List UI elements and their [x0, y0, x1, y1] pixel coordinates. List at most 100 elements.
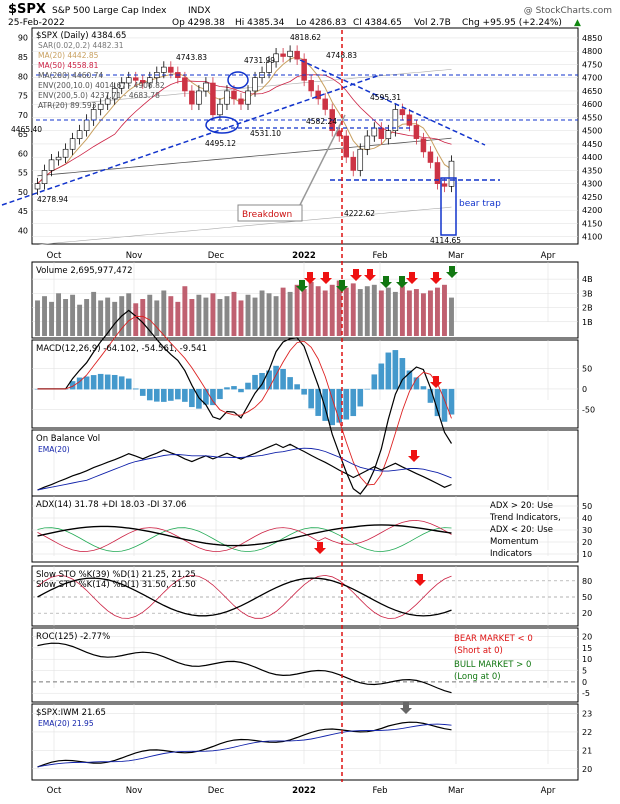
roc-bear-1: (Short at 0) [454, 646, 503, 656]
volume-bar [322, 290, 328, 336]
macd-histogram-bar [153, 388, 160, 402]
green-arrow-icon [446, 266, 458, 278]
macd-histogram-bar [350, 388, 357, 417]
volume-bar [238, 300, 244, 336]
volume-bar [427, 290, 433, 336]
red-arrow-icon [414, 574, 426, 586]
volume-bar [364, 286, 370, 336]
macd-histogram-bar [245, 382, 251, 390]
volume-bar [140, 299, 146, 336]
red-arrow-icon [320, 272, 332, 284]
price-legend-6: ENV(200,5.0) 4237.71 - 4683.78 [38, 91, 160, 100]
x-label-month: Mar [448, 251, 465, 261]
price-tick-right: 4250 [582, 193, 602, 202]
volume-tick: 3B [582, 289, 593, 298]
price-tick-left: 55 [18, 169, 28, 178]
minus-di-line [37, 519, 452, 552]
volume-bar [77, 304, 83, 336]
macd-histogram-bar [378, 363, 385, 390]
x-label-month: Dec [208, 786, 225, 796]
red-arrow-icon [350, 269, 362, 281]
volume-bar [406, 290, 412, 336]
macd-histogram-bar [371, 374, 378, 390]
volume-bar [420, 293, 426, 336]
macd-histogram-bar [118, 376, 125, 390]
candle-body [48, 159, 55, 171]
macd-histogram-bar [420, 386, 427, 390]
price-label-8: 4582.24 [306, 117, 337, 126]
roc-bull-0: BULL MARKET > 0 [454, 660, 531, 670]
header-low: Lo 4286.83 [296, 18, 346, 28]
price-point-labels: 4278.94 4465.40 4743.83 4731.99 4818.62 … [11, 33, 461, 245]
volume-bar [161, 290, 167, 336]
volume-bar [252, 297, 258, 336]
panel-frames [31, 27, 579, 781]
macd-histogram-bar [336, 388, 343, 423]
header-watermark: @ StockCharts.com [524, 6, 612, 16]
candle-body [203, 82, 209, 92]
volume-bar [154, 300, 160, 336]
candle-body [357, 148, 364, 171]
price-label-0: 4278.94 [37, 195, 68, 204]
macd-histogram-bar [259, 372, 265, 390]
price-tick-right: 4800 [582, 47, 602, 56]
header-change: Chg +95.95 (+2.24%) [462, 18, 562, 28]
volume-tick: 4B [582, 275, 593, 284]
candle-body [238, 98, 244, 105]
price-tick-left: 75 [18, 92, 28, 101]
volume-bar [245, 294, 251, 336]
macd-histogram-bar [196, 388, 202, 409]
roc-tick: 5 [582, 667, 587, 676]
price-tick-left: 65 [18, 130, 28, 139]
ratio-layer [37, 721, 452, 768]
green-arrow-icon [380, 276, 392, 288]
sto-title-2: Slow STO %K(14) %D(1) 31.50, 31.50 [36, 580, 196, 590]
macd-histogram-bar [392, 350, 399, 390]
sto-tick: 20 [582, 609, 592, 618]
ratio-legend: EMA(20) 21.95 [38, 719, 94, 728]
volume-bar [315, 286, 321, 336]
candle-body [301, 58, 307, 81]
volume-bar [273, 296, 279, 336]
red-arrow-icon [314, 542, 326, 554]
roc-panel [31, 627, 579, 703]
red-arrow-icon [430, 376, 442, 388]
price-label-2: 4743.83 [176, 53, 207, 62]
macd-histogram-bar [399, 358, 406, 390]
candle-body [104, 98, 111, 105]
volume-bar [70, 294, 76, 336]
candle-body [76, 130, 83, 139]
adx-tick: 20 [582, 538, 592, 547]
candle-body [217, 103, 223, 116]
adx-line [37, 524, 452, 547]
volume-bar [301, 289, 307, 336]
candle-body [385, 130, 392, 139]
adx-layer [37, 519, 452, 553]
volume-bar [378, 290, 384, 336]
rising-trendline [1, 74, 381, 206]
volume-bar [329, 284, 335, 336]
volume-bar [392, 291, 398, 336]
price-tick-left: 85 [18, 53, 28, 62]
plus-di-line [37, 527, 452, 553]
candle-body [147, 77, 153, 84]
price-tick-right: 4350 [582, 166, 602, 175]
macd-signal-line [37, 315, 452, 486]
macd-histogram-bar [161, 388, 167, 402]
macd-line [37, 309, 453, 495]
macd-histogram-bar [182, 388, 188, 402]
macd-histogram-bar [111, 374, 118, 390]
adx-note-0: ADX > 20: Use [490, 501, 553, 511]
signal-arrows [296, 266, 458, 714]
macd-histogram-bar [231, 386, 237, 390]
volume-bar [35, 300, 40, 336]
candle-body [34, 183, 41, 190]
price-legend-1: SAR(0.02,0.2) 4482.31 [38, 41, 124, 50]
volume-layer [35, 280, 454, 336]
x-axis-labels: Oct Oct Nov Nov Dec Dec 2022 2022 Feb Feb Mar Mar Ap… [47, 251, 556, 796]
candle-body [140, 80, 146, 84]
macd-histogram-bar [139, 388, 146, 396]
candle-body [364, 135, 371, 150]
x-label-month: 2022 [292, 786, 316, 796]
